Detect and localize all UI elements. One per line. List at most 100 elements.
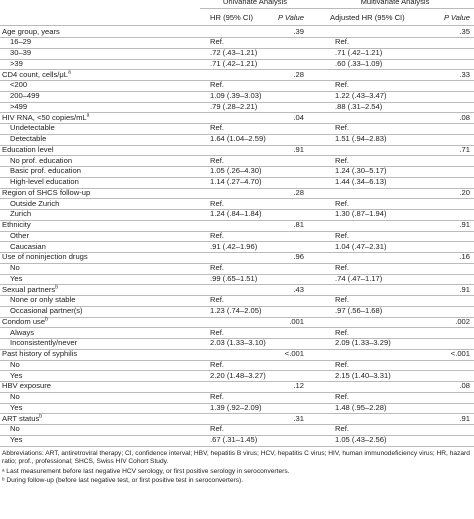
row-label: Ethnicity bbox=[2, 220, 31, 231]
p-cell: <.001 bbox=[450, 349, 470, 358]
hr-cell: .71 (.42–1.21) bbox=[210, 58, 258, 68]
hr-cell: 2.15 (1.40–3.31) bbox=[335, 370, 391, 380]
p-cell: .81 bbox=[293, 220, 304, 229]
row-label: Inconsistently/never bbox=[10, 338, 77, 349]
column-header: HR (95% CI) bbox=[210, 13, 254, 22]
hr-cell: .97 (.56–1.68) bbox=[335, 306, 383, 315]
row-label: Zurich bbox=[10, 209, 31, 220]
p-cell: .71 bbox=[459, 144, 470, 154]
label-text: Yes bbox=[10, 273, 23, 283]
p-cell: .08 bbox=[459, 112, 470, 122]
hr-cell: 1.24 (.84–1.84) bbox=[210, 209, 262, 219]
hr-cell: Ref. bbox=[210, 230, 224, 240]
hr-cell: Ref. bbox=[210, 155, 224, 165]
table-row bbox=[0, 274, 474, 286]
p-cell: .28 bbox=[293, 187, 304, 197]
label-text: Age group, years bbox=[2, 26, 60, 36]
hr-cell: 1.39 (.92–2.09) bbox=[210, 402, 262, 412]
label-text: Detectable bbox=[10, 134, 47, 143]
row-label: Past history of syphilis bbox=[2, 349, 77, 360]
hr-cell: 2.03 (1.33–3.10) bbox=[210, 338, 266, 348]
row-label: Outside Zurich bbox=[10, 199, 59, 210]
row-label: None or only stable bbox=[10, 295, 75, 306]
table-row bbox=[0, 48, 474, 60]
label-text: Use of noninjection drugs bbox=[2, 252, 88, 262]
label-text: Ethnicity bbox=[2, 220, 31, 229]
label-text: None or only stable bbox=[10, 295, 76, 305]
table-row bbox=[0, 188, 474, 200]
p-cell: .16 bbox=[459, 252, 470, 262]
table-row bbox=[0, 123, 474, 135]
table-row bbox=[0, 424, 474, 436]
row-label: 30–39 bbox=[10, 48, 31, 59]
hr-cell: Ref. bbox=[335, 230, 349, 240]
hr-cell: 1.09 (.39–3.03) bbox=[210, 91, 262, 100]
hr-cell: .91 (.42–1.96) bbox=[210, 241, 258, 251]
row-label: Detectable bbox=[10, 134, 46, 145]
row-label: Occasional partner(s) bbox=[10, 306, 83, 317]
table-row bbox=[0, 91, 474, 103]
label-text: Sexual partners bbox=[2, 284, 56, 294]
table-row bbox=[0, 166, 474, 178]
table-row bbox=[0, 435, 474, 447]
row-label: No bbox=[10, 392, 20, 403]
label-text: 16–29 bbox=[10, 37, 32, 47]
column-header: Adjusted HR (95% CI) bbox=[330, 13, 405, 22]
label-text: Yes bbox=[10, 370, 23, 380]
hr-cell: Ref. bbox=[335, 295, 349, 305]
row-label: Undetectable bbox=[10, 123, 55, 134]
label-text: Caucasian bbox=[10, 241, 46, 251]
p-cell: .31 bbox=[293, 413, 304, 423]
p-cell: .43 bbox=[293, 284, 304, 294]
row-label: HIV RNA, <50 copies/mLa bbox=[2, 112, 89, 124]
footnote-mark: b bbox=[55, 283, 58, 290]
hr-cell: 1.05 (.43–2.56) bbox=[335, 435, 387, 444]
hr-cell: Ref. bbox=[210, 80, 224, 90]
header-rule bbox=[200, 8, 474, 9]
hr-cell: Ref. bbox=[335, 37, 349, 47]
hr-cell: 1.44 (.34–6.13) bbox=[335, 177, 387, 186]
row-label: Use of noninjection drugs bbox=[2, 252, 88, 263]
table-row bbox=[0, 177, 474, 189]
header-rule bbox=[0, 15, 474, 26]
table-row bbox=[0, 220, 474, 232]
row-label: Always bbox=[10, 328, 34, 339]
hr-cell: Ref. bbox=[335, 392, 349, 401]
row-label: No bbox=[10, 263, 20, 274]
footnote-mark: b bbox=[39, 412, 43, 419]
hr-cell: .88 (.31–2.54) bbox=[335, 101, 383, 111]
label-text: ART status bbox=[2, 413, 40, 423]
column-header: P Value bbox=[277, 13, 304, 22]
hr-cell: 1.23 (.74–2.05) bbox=[210, 306, 262, 315]
hr-cell: Ref. bbox=[335, 263, 349, 272]
label-text: Undetectable bbox=[10, 123, 55, 133]
label-text: No prof. education bbox=[10, 155, 73, 165]
table-row bbox=[0, 209, 474, 221]
hr-cell: 1.30 (.87–1.94) bbox=[335, 209, 387, 219]
hr-cell: Ref. bbox=[210, 37, 224, 47]
label-text: Outside Zurich bbox=[10, 198, 60, 208]
table-row bbox=[0, 37, 474, 49]
label-text: No bbox=[10, 359, 20, 369]
row-label: Education level bbox=[2, 145, 54, 156]
column-header: P Value bbox=[443, 13, 470, 22]
row-label: Basic prof. education bbox=[10, 166, 81, 177]
row-label: Other bbox=[10, 231, 29, 242]
row-label: >499 bbox=[10, 102, 27, 113]
row-label: Yes bbox=[10, 435, 22, 446]
hr-cell: Ref. bbox=[335, 198, 349, 208]
p-cell: .12 bbox=[293, 381, 304, 391]
hr-cell: Ref. bbox=[210, 263, 224, 272]
label-text: CD4 count, cells/μL bbox=[2, 69, 68, 79]
hr-cell: 2.20 (1.48–3.27) bbox=[210, 370, 266, 380]
row-label: ART statusb bbox=[2, 412, 43, 425]
group-header: Multivariate Analysis bbox=[360, 0, 430, 6]
row-label: Yes bbox=[10, 403, 22, 414]
table-row bbox=[0, 317, 474, 329]
table-row bbox=[0, 134, 474, 146]
hr-cell: 1.22 (.43–3.47) bbox=[335, 91, 387, 100]
label-text: Yes bbox=[10, 435, 23, 444]
table-row bbox=[0, 231, 474, 243]
hr-cell: Ref. bbox=[210, 295, 224, 305]
label-text: Occasional partner(s) bbox=[10, 306, 83, 315]
